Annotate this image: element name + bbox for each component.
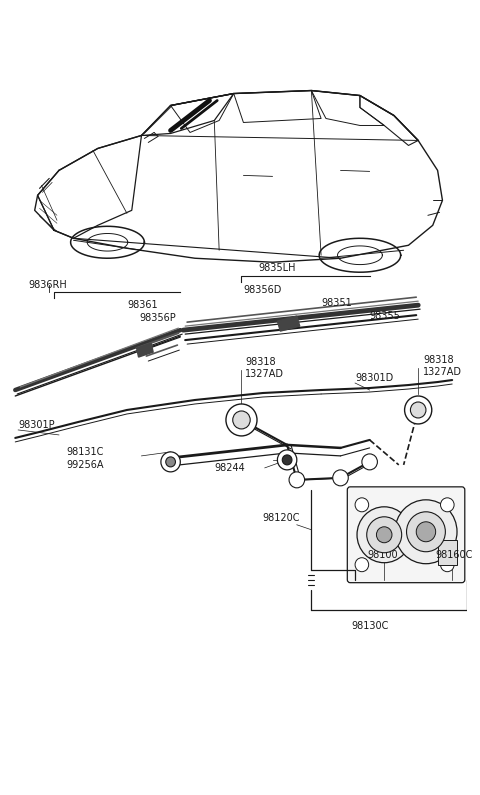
Circle shape: [333, 470, 348, 486]
Text: 98355: 98355: [370, 311, 400, 321]
Circle shape: [405, 396, 432, 424]
Text: 98318: 98318: [423, 355, 454, 365]
Circle shape: [362, 454, 377, 470]
Text: 98100: 98100: [368, 549, 398, 560]
Circle shape: [226, 404, 257, 436]
Text: 98301D: 98301D: [355, 373, 393, 383]
Circle shape: [277, 450, 297, 470]
Text: 1327AD: 1327AD: [245, 369, 284, 379]
Circle shape: [441, 498, 454, 512]
Circle shape: [367, 517, 402, 553]
Text: 9835LH: 9835LH: [258, 263, 296, 273]
Circle shape: [441, 558, 454, 572]
Polygon shape: [137, 343, 153, 357]
Circle shape: [166, 457, 176, 467]
Text: 98318: 98318: [245, 357, 276, 367]
Text: 98351: 98351: [321, 298, 352, 308]
Text: 98160C: 98160C: [436, 549, 473, 560]
Text: 98356P: 98356P: [140, 313, 176, 323]
Circle shape: [376, 527, 392, 543]
Circle shape: [357, 506, 411, 563]
Circle shape: [282, 455, 292, 465]
Text: 98301P: 98301P: [18, 420, 55, 430]
Circle shape: [410, 402, 426, 418]
Circle shape: [355, 558, 369, 572]
Text: 98130C: 98130C: [351, 621, 388, 630]
Circle shape: [355, 498, 369, 512]
Text: 98361: 98361: [127, 301, 157, 310]
Bar: [438, 540, 457, 564]
Circle shape: [289, 472, 305, 488]
FancyBboxPatch shape: [348, 487, 465, 583]
Text: 98244: 98244: [214, 463, 245, 473]
Text: 98120C: 98120C: [263, 513, 300, 523]
Circle shape: [161, 452, 180, 472]
Text: 1327AD: 1327AD: [423, 367, 462, 377]
Text: 98131C: 98131C: [67, 447, 104, 457]
Text: 9836RH: 9836RH: [28, 280, 67, 290]
Text: 98356D: 98356D: [243, 285, 282, 295]
Circle shape: [233, 411, 250, 429]
Circle shape: [416, 522, 436, 541]
Polygon shape: [277, 316, 300, 331]
Text: 99256A: 99256A: [67, 460, 104, 470]
Circle shape: [395, 500, 457, 564]
Circle shape: [407, 512, 445, 552]
